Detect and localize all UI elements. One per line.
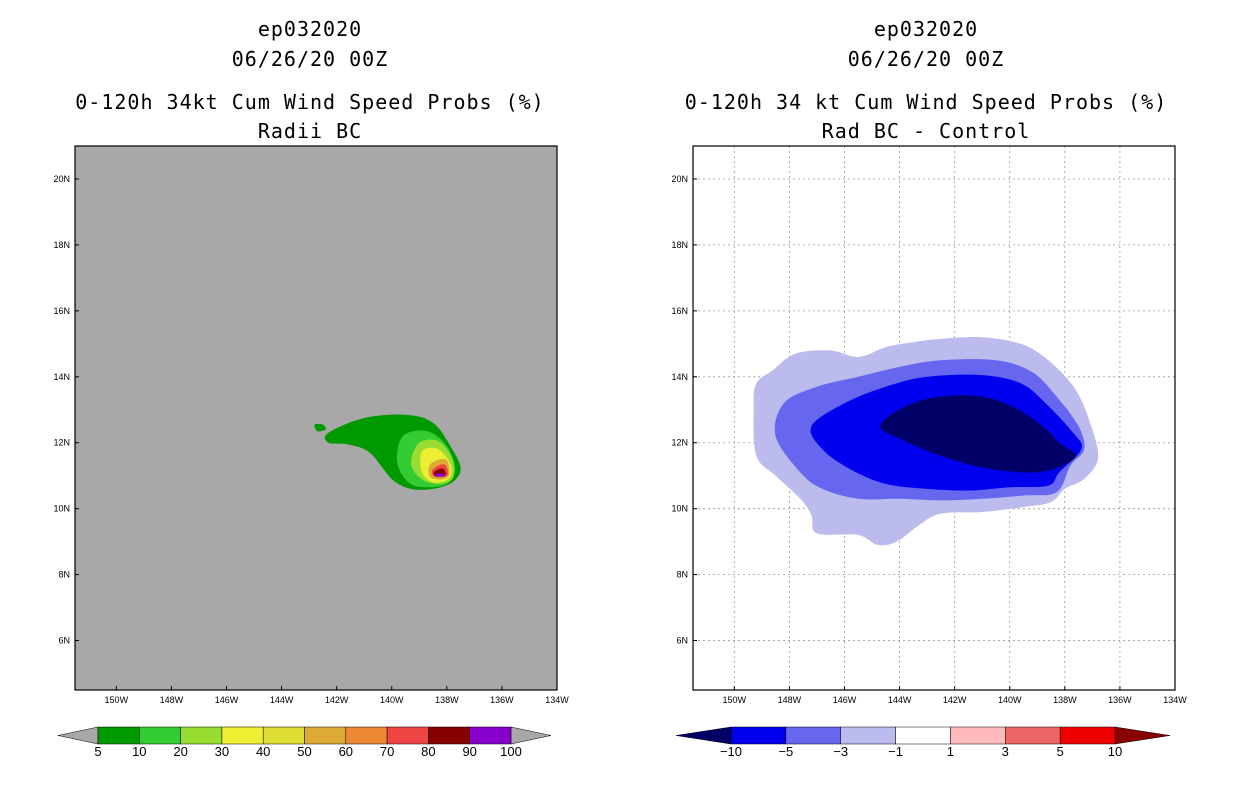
x-tick-label: 140W [998,695,1022,705]
x-tick-label: 144W [888,695,912,705]
x-tick-label: 144W [270,695,294,705]
x-tick-label: 136W [1108,695,1132,705]
colorbar-right-triangle [510,726,552,745]
contour-level-90 [434,473,446,477]
plot-area [75,146,557,690]
colorbar-right-triangle [1114,726,1171,745]
colorbar-label: −10 [720,744,742,759]
colorbar-left-triangle [675,726,732,745]
colorbar-swatch [139,726,181,745]
left-panel-subtitle: 0-120h 34kt Cum Wind Speed Probs (%) Rad… [40,88,580,146]
x-tick-label: 134W [1163,695,1187,705]
colorbar-label: 20 [173,744,187,759]
right-datetime: 06/26/20 00Z [847,47,1005,71]
y-tick-label: 10N [53,504,70,514]
colorbar-label: −1 [888,744,903,759]
panel-rad-bc-control: 150W 148W 146W 144W 142W 140W 138W 136W 134W 20N 1… [671,145,1187,759]
colorbar-label: 60 [339,744,353,759]
y-tick-label: 8N [58,570,70,580]
colorbar-label: 30 [215,744,229,759]
right-chart-title: 0-120h 34 kt Cum Wind Speed Probs (%) [684,90,1168,114]
y-tick-label: 14N [53,372,70,382]
colorbar-swatch [950,726,1006,745]
colorbar-label: 90 [462,744,476,759]
panel-radii-bc: 150W 148W 146W 144W 142W 140W 138W 136W 134W 20N 1… [53,145,569,759]
y-tick-label: 12N [53,438,70,448]
colorbar-swatch [386,726,429,745]
colorbar-label: 5 [94,744,101,759]
colorbar-label: 3 [1002,744,1009,759]
left-chart-subtitle: Radii BC [257,119,363,143]
colorbar-swatch [469,726,512,745]
x-tick-label: 142W [325,695,349,705]
colorbar-swatch [180,726,223,745]
x-tick-label: 140W [380,695,404,705]
left-storm-id: ep032020 [257,17,363,41]
colorbar-swatch [1005,726,1061,745]
left-datetime: 06/26/20 00Z [231,47,389,71]
y-tick-label: 12N [671,438,688,448]
right-storm-id: ep032020 [873,17,979,41]
colorbar: −10 −5 −3 −1 1 3 5 10 [675,726,1171,759]
x-tick-label: 148W [160,695,184,705]
colorbar-label: −3 [833,744,848,759]
colorbar-label: 10 [132,744,146,759]
contour-level-neg10 [880,395,1076,473]
right-panel-subtitle: 0-120h 34 kt Cum Wind Speed Probs (%) Ra… [656,88,1196,146]
y-tick-label: 10N [671,504,688,514]
colorbar-swatch [262,726,305,745]
colorbar-label: 50 [297,744,311,759]
x-tick-label: 148W [778,695,802,705]
colorbar-swatch [840,726,896,745]
right-chart-subtitle: Rad BC - Control [821,119,1031,143]
colorbar-label: −5 [778,744,793,759]
colorbar-label: 10 [1108,744,1122,759]
colorbar-swatch [97,726,140,745]
colorbar-label: 70 [380,744,394,759]
colorbar-swatch [730,726,787,745]
y-tick-label: 8N [676,570,688,580]
x-tick-label: 146W [215,695,239,705]
colorbar-label: 40 [256,744,270,759]
colorbar-swatch [221,726,264,745]
y-tick-label: 16N [671,306,688,316]
y-tick-label: 6N [58,636,70,646]
left-panel-title: ep032020 06/26/20 00Z [60,14,560,74]
x-tick-label: 150W [723,695,747,705]
y-tick-label: 14N [671,372,688,382]
plot-frame [692,145,1176,691]
colorbar-swatch [785,726,841,745]
y-tick-label: 20N [53,174,70,184]
colorbar-label: 5 [1057,744,1064,759]
colorbar-label: 1 [947,744,954,759]
y-tick-label: 20N [671,174,688,184]
x-tick-label: 146W [833,695,857,705]
y-tick-label: 18N [671,240,688,250]
x-tick-label: 138W [435,695,459,705]
plot-frame [74,145,558,691]
colorbar-swatch [428,726,470,745]
right-panel-title: ep032020 06/26/20 00Z [676,14,1176,74]
colorbar-swatch [345,726,388,745]
y-tick-label: 18N [53,240,70,250]
colorbar-swatch [1059,726,1116,745]
x-tick-label: 134W [545,695,569,705]
colorbar-label: 100 [500,744,522,759]
y-tick-label: 16N [53,306,70,316]
left-chart-title: 0-120h 34kt Cum Wind Speed Probs (%) [75,90,545,114]
contour-level-5 [314,423,326,432]
x-tick-label: 136W [490,695,514,705]
colorbar-swatch [895,726,951,745]
x-tick-label: 142W [943,695,967,705]
colorbar-label: 80 [421,744,435,759]
colorbar-swatch [304,726,347,745]
x-tick-label: 138W [1053,695,1077,705]
x-tick-label: 150W [105,695,129,705]
colorbar-left-triangle [57,726,99,745]
colorbar: 5 10 20 30 40 50 60 70 80 90 100 [57,726,552,759]
y-tick-label: 6N [676,636,688,646]
